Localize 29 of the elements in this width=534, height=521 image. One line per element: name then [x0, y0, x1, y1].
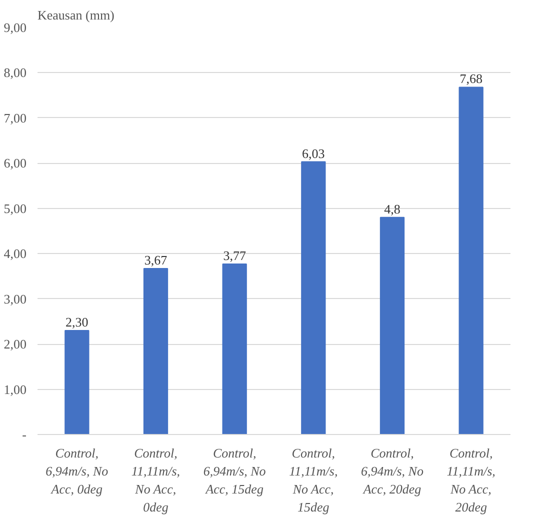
- bar: [143, 268, 168, 434]
- x-tick-label: Control, 11,11m/s, No Acc, 20deg: [446, 446, 496, 514]
- bar: [380, 216, 405, 434]
- bar: [301, 161, 326, 434]
- y-tick-label: 8,00: [4, 65, 26, 80]
- data-label: 3,67: [144, 252, 168, 268]
- y-tick-label: 2,00: [4, 336, 26, 352]
- data-label: 6,03: [302, 146, 325, 161]
- y-tick-label: 3,00: [4, 291, 26, 306]
- x-tick-label: Control, 11,11m/s, No Acc, 15deg: [289, 446, 338, 514]
- y-tick-label: -: [22, 427, 27, 442]
- y-tick-label: 6,00: [4, 156, 26, 171]
- data-label: 7,68: [460, 71, 482, 86]
- data-label: 2,30: [66, 314, 88, 330]
- data-label: 4,8: [384, 201, 400, 216]
- y-tick-label: 9,00: [4, 20, 26, 35]
- y-axis-title: Keausan (mm): [38, 8, 114, 22]
- x-tick-label: Control, 6,94m/s, No Acc, 20deg: [361, 446, 424, 496]
- x-tick-label: Control, 11,11m/s, No Acc, 0deg: [131, 446, 180, 514]
- bar: [222, 264, 247, 434]
- y-tick-label: 4,00: [4, 246, 26, 262]
- bar: [64, 330, 90, 434]
- y-tick-label: 7,00: [4, 110, 26, 126]
- data-label: 3,77: [223, 248, 246, 264]
- x-tick-label: Control, 6,94m/s, No Acc, 0deg: [46, 446, 109, 496]
- y-tick-label: 1,00: [4, 382, 26, 397]
- y-tick-label: 5,00: [4, 200, 26, 216]
- x-tick-label: Control, 6,94m/s, No Acc, 15deg: [203, 446, 266, 496]
- bar: [458, 86, 484, 434]
